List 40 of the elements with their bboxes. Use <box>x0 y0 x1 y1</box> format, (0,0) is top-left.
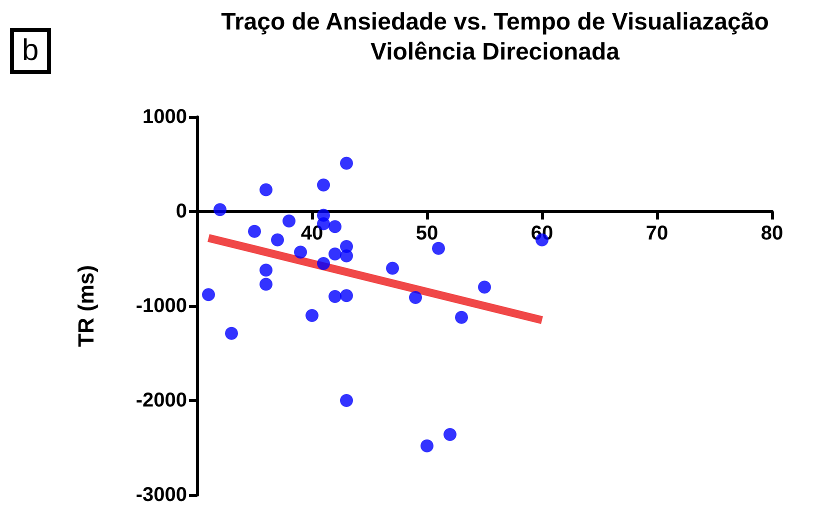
point <box>282 214 296 228</box>
y-tick-label: -3000 <box>136 484 187 506</box>
y-tick-label: 1000 <box>142 106 187 128</box>
x-tick-label: 80 <box>760 222 784 244</box>
point <box>386 262 399 275</box>
point <box>271 233 284 246</box>
point <box>328 248 342 261</box>
point <box>225 326 238 340</box>
point <box>340 289 353 302</box>
point <box>444 428 456 442</box>
point <box>202 288 215 302</box>
y-tick-label: 0 <box>176 200 187 222</box>
y-tick-label: -1000 <box>136 295 187 317</box>
y-tick-label: -2000 <box>136 390 187 412</box>
text: b <box>10 28 51 74</box>
point <box>420 439 434 452</box>
point <box>432 242 445 255</box>
point <box>340 249 353 262</box>
point <box>294 246 307 259</box>
point <box>260 264 272 277</box>
point <box>214 203 226 216</box>
point <box>340 394 353 407</box>
point <box>260 183 272 196</box>
point <box>317 256 330 270</box>
point <box>340 156 353 170</box>
point <box>248 224 261 238</box>
x-tick-label: 50 <box>416 222 438 244</box>
point <box>317 178 330 192</box>
point <box>409 291 422 304</box>
chart-title: Traço de Ansiedade vs. Tempo de Visualiazação Violência Direcionada <box>221 8 769 66</box>
point <box>260 278 272 291</box>
y-axis-title: TR (ms) <box>74 265 98 347</box>
x-tick-label: 70 <box>646 222 668 244</box>
x-tick-label: 40 <box>300 222 324 244</box>
point <box>478 280 491 294</box>
x-tick-label: 60 <box>530 222 554 244</box>
point <box>328 290 342 304</box>
point <box>328 220 342 234</box>
point <box>306 308 318 322</box>
point <box>455 310 468 324</box>
